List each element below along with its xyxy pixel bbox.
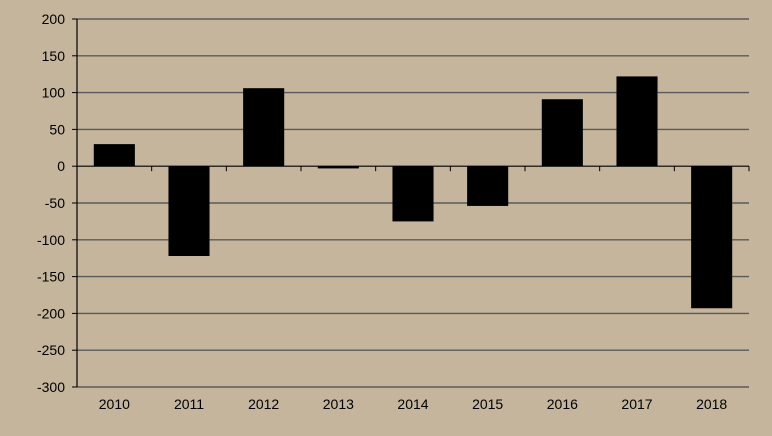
x-tick-label: 2014 bbox=[397, 396, 428, 412]
y-tick-label: -250 bbox=[37, 342, 65, 358]
bar-2014 bbox=[392, 166, 434, 222]
x-tick-label: 2016 bbox=[547, 396, 578, 412]
bar-2015 bbox=[467, 166, 509, 206]
bar-2016 bbox=[541, 99, 583, 167]
bars bbox=[93, 76, 733, 309]
x-tick-label: 2017 bbox=[621, 396, 652, 412]
y-tick-label: -300 bbox=[37, 379, 65, 395]
y-tick-label: -100 bbox=[37, 232, 65, 248]
y-tick-label: 50 bbox=[49, 121, 65, 137]
x-tick-labels: 2010 2011 2012 2013 2014 2015 2016 2017 2018 bbox=[99, 396, 728, 412]
x-tick-label: 2013 bbox=[323, 396, 354, 412]
y-tick-labels: 200 150 100 50 0 -50 -100 -150 -200 -250 -300 bbox=[37, 11, 65, 395]
x-tick-label: 2012 bbox=[248, 396, 279, 412]
y-tick-label: -150 bbox=[37, 269, 65, 285]
x-tick-label: 2011 bbox=[174, 396, 204, 412]
bar-2013 bbox=[317, 166, 359, 169]
bar-2012 bbox=[243, 88, 285, 167]
bar-2017 bbox=[616, 76, 658, 167]
y-tick-label: 150 bbox=[42, 48, 66, 64]
y-tick-label: -200 bbox=[37, 305, 65, 321]
bar-2018 bbox=[691, 166, 733, 309]
y-tick-label: 0 bbox=[57, 158, 65, 174]
y-tick-label: -50 bbox=[45, 195, 65, 211]
y-tick-label: 100 bbox=[42, 85, 66, 101]
x-tick-label: 2010 bbox=[99, 396, 130, 412]
x-tick-label: 2015 bbox=[472, 396, 503, 412]
axes bbox=[72, 18, 750, 388]
x-tick-label: 2018 bbox=[696, 396, 727, 412]
y-tick-label: 200 bbox=[42, 11, 66, 27]
bar-2011 bbox=[168, 166, 210, 256]
bar-2010 bbox=[93, 144, 135, 167]
